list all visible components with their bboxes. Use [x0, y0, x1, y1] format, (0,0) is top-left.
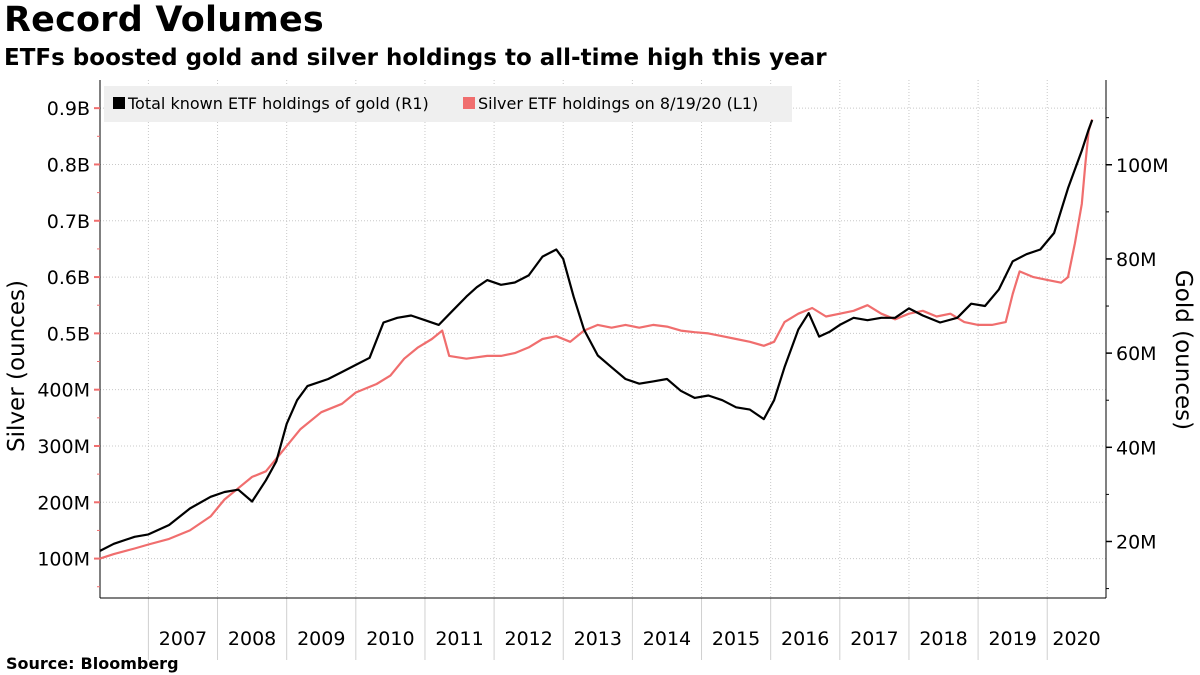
right-tick-label: 60M — [1116, 343, 1157, 365]
right-tick-label: 40M — [1116, 437, 1157, 459]
left-tick-label: 0.7B — [47, 211, 90, 233]
left-tick-label: 400M — [37, 380, 90, 402]
x-tick-label: 2013 — [574, 628, 622, 650]
x-tick-label: 2017 — [850, 628, 898, 650]
axes — [99, 80, 1107, 660]
left-tick-label: 300M — [37, 436, 90, 458]
series-line-silver — [99, 119, 1094, 560]
legend-background — [104, 86, 792, 122]
left-tick-label: 100M — [37, 549, 90, 571]
chart-subtitle: ETFs boosted gold and silver holdings to… — [4, 45, 827, 71]
source-value: Bloomberg — [80, 654, 179, 673]
series-line-gold — [99, 119, 1094, 552]
x-tick-label: 2009 — [297, 628, 345, 650]
x-tick-label: 2020 — [1052, 628, 1100, 650]
legend-swatch-gold — [113, 97, 125, 109]
x-tick-label: 2015 — [712, 628, 760, 650]
left-axis-title: Silver (ounces) — [4, 280, 30, 452]
x-tick-label: 2011 — [435, 628, 483, 650]
x-axis-ticks: 2007 2008 2009 2010 2011 2012 2013 2014 2015 2016… — [159, 628, 1101, 650]
right-axis-ticks: 20M 40M 60M 80M 100M — [1106, 117, 1169, 590]
right-tick-label: 80M — [1116, 249, 1157, 271]
left-tick-label: 0.9B — [47, 98, 90, 120]
x-tick-label: 2010 — [366, 628, 414, 650]
right-tick-label: 20M — [1116, 531, 1157, 553]
x-tick-label: 2012 — [504, 628, 552, 650]
series-lines — [99, 119, 1094, 560]
left-axis-ticks: 100M 200M 300M 400M 0.5B 0.6B 0.7B 0.8B 0.9B — [37, 98, 100, 588]
left-tick-label: 0.6B — [47, 267, 90, 289]
left-tick-label: 200M — [37, 492, 90, 514]
x-tick-label: 2007 — [159, 628, 207, 650]
legend: Total known ETF holdings of gold (R1) Si… — [104, 86, 792, 122]
source-note: Source: Bloomberg — [6, 654, 179, 673]
legend-label-gold: Total known ETF holdings of gold (R1) — [127, 94, 429, 113]
x-tick-label: 2018 — [919, 628, 967, 650]
chart-title: Record Volumes — [4, 0, 324, 40]
x-tick-label: 2016 — [781, 628, 829, 650]
left-tick-label: 0.8B — [47, 154, 90, 176]
left-tick-label: 0.5B — [47, 323, 90, 345]
source-label: Source: — [6, 654, 75, 673]
legend-label-silver: Silver ETF holdings on 8/19/20 (L1) — [478, 94, 758, 113]
x-tick-label: 2019 — [988, 628, 1036, 650]
x-tick-label: 2014 — [643, 628, 691, 650]
right-tick-label: 100M — [1116, 155, 1169, 177]
legend-swatch-silver — [463, 97, 475, 109]
gridlines — [100, 80, 1106, 598]
right-axis-title: Gold (ounces) — [1170, 270, 1196, 430]
x-tick-label: 2008 — [228, 628, 276, 650]
